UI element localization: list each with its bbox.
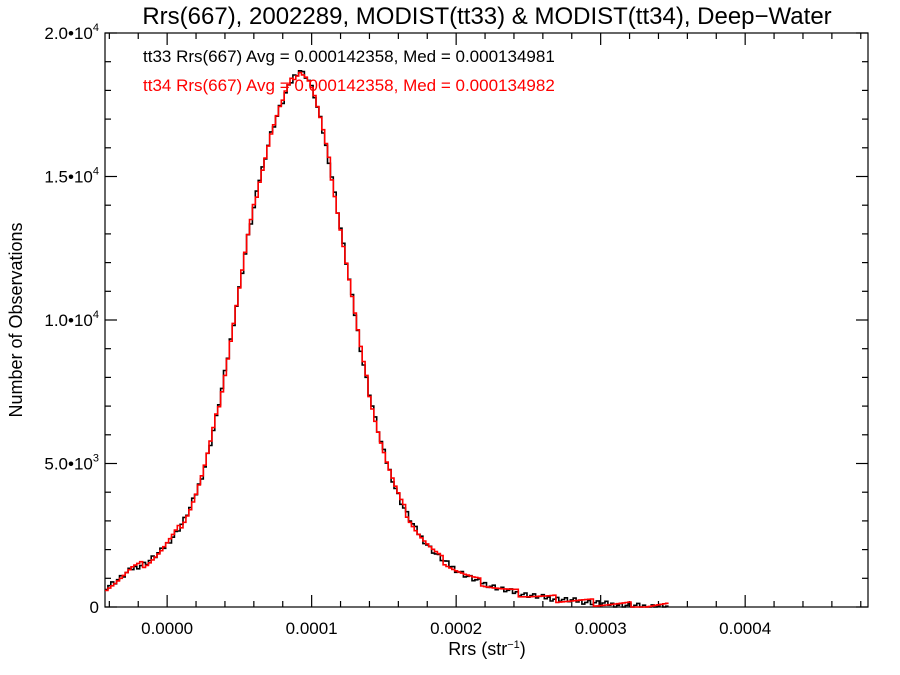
x-tick-label: 0.0002 — [430, 619, 482, 638]
x-tick-label: 0.0003 — [575, 619, 627, 638]
y-tick-label: 2.0•104 — [44, 22, 99, 43]
plot-area: 0.0000 0.0001 0.0002 0.0003 0.0004 0 5.0•103 1.… — [44, 22, 869, 638]
x-tick-label: 0.0004 — [719, 619, 771, 638]
y-tick-label: 1.5•104 — [44, 166, 99, 187]
y-axis-label-group: Number of Observations — [6, 222, 26, 417]
y-tick-label: 0 — [90, 598, 99, 617]
y-axis-label: Number of Observations — [6, 222, 26, 417]
x-axis-label-main: Rrs (str — [448, 639, 507, 659]
chart-title: Rrs(667), 2002289, MODIST(tt33) & MODIST… — [142, 3, 831, 30]
y-tick-label: 1.0•104 — [44, 309, 99, 330]
y-tick-label: 5.0•103 — [44, 453, 99, 474]
series-tt33-histogram — [105, 70, 669, 608]
x-axis-label-sup: −1 — [507, 639, 520, 651]
stat-text-tt34: tt34 Rrs(667) Avg = 0.000142358, Med = 0… — [143, 76, 555, 95]
plot-frame — [104, 32, 869, 608]
x-axis-label-end: ) — [520, 639, 526, 659]
x-axis-label: Rrs (str−1) — [448, 639, 526, 659]
x-tick-label: 0.0000 — [141, 619, 193, 638]
x-tick-label: 0.0001 — [286, 619, 338, 638]
series-tt34-histogram — [105, 71, 669, 608]
stat-text-tt33: tt33 Rrs(667) Avg = 0.000142358, Med = 0… — [143, 47, 555, 66]
